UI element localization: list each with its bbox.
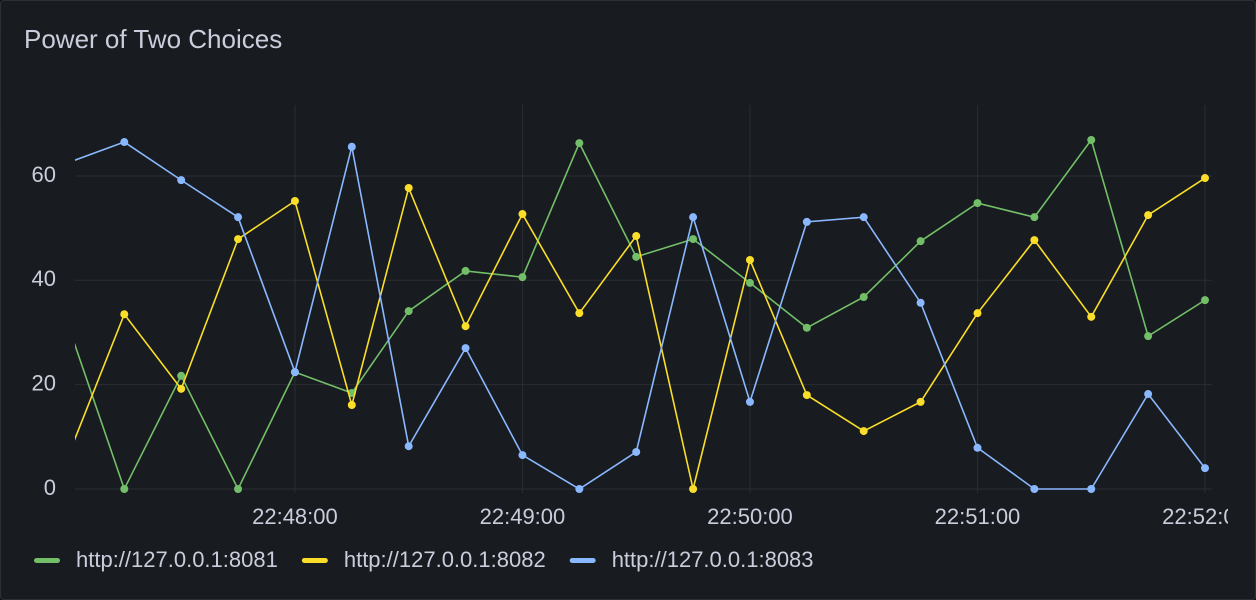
grid [75,105,1212,493]
y-tick-label: 60 [32,162,56,187]
data-point [347,401,356,409]
data-point [1201,296,1209,305]
data-point [1030,213,1039,222]
data-point [404,307,413,316]
legend-swatch [34,558,60,563]
legend-item[interactable]: http://127.0.0.1:8081 [34,547,278,572]
data-point [575,485,584,493]
data-point [575,309,584,318]
legend-label: http://127.0.0.1:8081 [76,547,278,572]
data-point [802,391,811,400]
data-point [916,237,925,246]
data-point [518,210,527,219]
panel-title: Power of Two Choices [24,24,282,54]
data-point [234,485,243,493]
data-point [859,293,868,301]
data-point [973,309,982,318]
data-point [177,384,186,393]
data-point [689,213,698,222]
x-tick-label: 22:51:00 [935,504,1021,529]
data-point [802,323,811,332]
data-point [461,266,470,275]
data-point [689,235,698,244]
data-point [632,447,641,456]
data-point [1144,332,1153,341]
y-tick-label: 0 [44,475,56,500]
data-point [859,213,868,222]
data-point [347,142,356,151]
data-point [518,451,527,460]
legend-label: http://127.0.0.1:8083 [612,547,814,572]
x-tick-label: 22:49:00 [480,504,566,529]
legend-item[interactable]: http://127.0.0.1:8082 [301,547,546,572]
data-point [461,322,470,331]
data-point [973,443,982,452]
plot-area [75,135,1209,493]
data-point [745,255,754,264]
legend-label: http://127.0.0.1:8082 [344,547,546,572]
x-tick-label: 22:50:00 [707,504,793,529]
data-point [234,213,243,222]
x-tick-label: 22:48:00 [252,504,338,529]
data-point [177,371,186,380]
data-point [234,235,243,244]
data-point [632,252,641,261]
data-point [404,442,413,451]
data-point [290,368,299,377]
data-point [1201,174,1209,183]
data-point [1030,236,1039,245]
y-tick-label: 40 [32,266,56,291]
data-point [802,217,811,226]
data-point [689,485,698,493]
data-point [745,397,754,406]
legend-item[interactable]: http://127.0.0.1:8083 [569,547,814,572]
data-point [916,397,925,406]
data-point [859,427,868,436]
y-tick-label: 20 [32,370,56,395]
data-point [745,278,754,287]
data-point [1144,211,1153,220]
x-tick-label: 22:52:00 [1162,504,1248,529]
data-point [575,139,584,148]
data-point [1201,464,1209,473]
legend-swatch [569,558,596,563]
data-point [177,176,186,185]
legend: http://127.0.0.1:8081 http://127.0.0.1:80… [34,547,814,572]
data-point [1144,390,1153,399]
data-point [518,273,527,282]
data-point [1030,485,1039,493]
data-point [973,199,982,208]
data-point [120,485,129,493]
data-point [404,183,413,192]
data-point [290,197,299,205]
axes: 0 20 40 60 22:48:00 22:49:00 22:50:00 22:51:00 2… [32,162,1248,529]
data-point [1087,135,1096,144]
data-point [632,231,641,240]
data-point [120,138,129,147]
data-point [916,298,925,307]
data-point [461,344,470,353]
data-point [1087,485,1096,493]
data-point [1087,312,1096,321]
data-point [120,310,129,319]
legend-swatch [301,558,328,563]
